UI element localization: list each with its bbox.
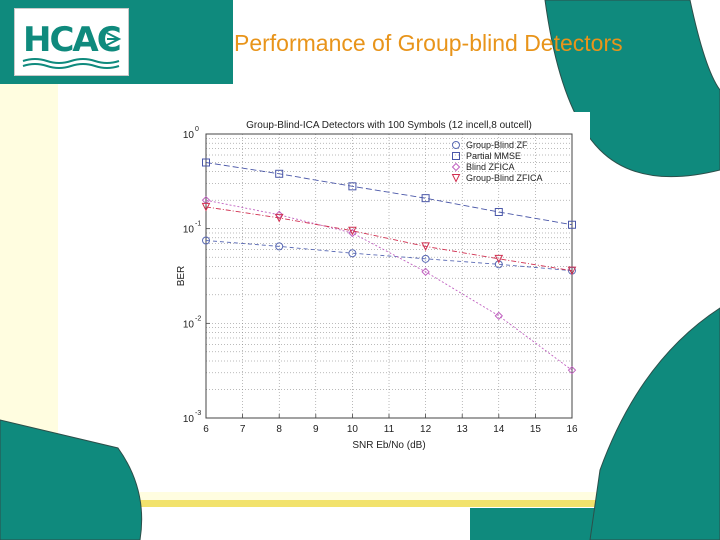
x-tick-label: 14 xyxy=(493,424,505,435)
legend-label: Group-Blind ZFICA xyxy=(466,173,543,183)
y-tick-label: 10 xyxy=(183,414,195,425)
data-point xyxy=(494,260,503,269)
legend-label: Group-Blind ZF xyxy=(466,140,528,150)
data-point xyxy=(201,202,211,212)
x-tick-label: 10 xyxy=(347,424,359,435)
data-point xyxy=(494,254,504,264)
legend-marker xyxy=(451,162,461,172)
data-point xyxy=(494,311,504,321)
data-point xyxy=(421,267,430,277)
legend-marker xyxy=(451,174,461,183)
legend-marker xyxy=(452,152,460,160)
x-tick-label: 8 xyxy=(276,424,282,435)
x-axis-label: SNR Eb/No (dB) xyxy=(352,440,425,451)
y-tick-label: 10 xyxy=(183,225,195,236)
data-point xyxy=(274,213,284,223)
y-tick-exponent: -1 xyxy=(195,221,201,228)
bottom-left-teal-shape xyxy=(0,419,143,540)
data-point xyxy=(567,266,577,276)
logo-text: HCAC xyxy=(23,20,120,60)
y-tick-exponent: -2 xyxy=(195,315,201,322)
hcac-logo-mark: HCAC xyxy=(22,20,122,69)
chart-title: Group-Blind-ICA Detectors with 100 Symbo… xyxy=(246,120,532,131)
series-line xyxy=(205,199,573,371)
bottom-yellow-bar xyxy=(58,500,618,507)
data-point xyxy=(421,254,430,263)
data-point xyxy=(202,158,210,167)
y-tick-exponent: -3 xyxy=(195,410,201,417)
data-point xyxy=(348,249,357,258)
data-point xyxy=(348,226,357,236)
legend-label: Blind ZFICA xyxy=(466,162,515,172)
data-point xyxy=(275,169,284,178)
x-tick-label: 11 xyxy=(384,424,395,435)
y-tick-label: 10 xyxy=(183,319,195,330)
x-tick-label: 12 xyxy=(420,424,432,435)
bottom-right-teal-shape xyxy=(589,307,720,540)
data-point xyxy=(202,236,210,245)
data-point xyxy=(568,220,576,229)
ber-plot: Group-Blind-ICA Detectors with 100 Symbo… xyxy=(160,112,590,457)
data-point xyxy=(348,182,357,191)
x-tick-label: 9 xyxy=(313,424,319,435)
series-line xyxy=(205,206,573,272)
bottom-cream-bar xyxy=(58,492,618,500)
y-tick-exponent: 0 xyxy=(195,126,199,133)
x-tick-label: 6 xyxy=(203,424,209,435)
series-group xyxy=(201,158,577,375)
x-tick-label: 13 xyxy=(457,424,469,435)
data-point xyxy=(275,242,284,251)
x-tick-label: 15 xyxy=(530,424,542,435)
y-tick-label: 10 xyxy=(183,130,195,141)
x-tick-label: 16 xyxy=(566,424,578,435)
legend-marker xyxy=(452,141,460,149)
data-point xyxy=(567,365,577,375)
hcac-logo: HCAC xyxy=(14,8,129,76)
data-point xyxy=(421,242,430,251)
series-line xyxy=(205,162,573,226)
data-point xyxy=(421,194,430,203)
data-point xyxy=(348,228,357,238)
legend-label: Partial MMSE xyxy=(466,151,521,161)
slide-title: Performance of Group-blind Detectors xyxy=(234,30,623,56)
x-ticks: 6 7 8 9 10 11 12 13 14 15 16 xyxy=(203,414,578,435)
data-point xyxy=(494,207,503,216)
x-tick-label: 7 xyxy=(240,424,246,435)
y-axis-label: BER xyxy=(176,266,187,287)
ber-chart: Group-Blind-ICA Detectors with 100 Symbo… xyxy=(176,120,578,451)
series-line xyxy=(205,240,573,272)
